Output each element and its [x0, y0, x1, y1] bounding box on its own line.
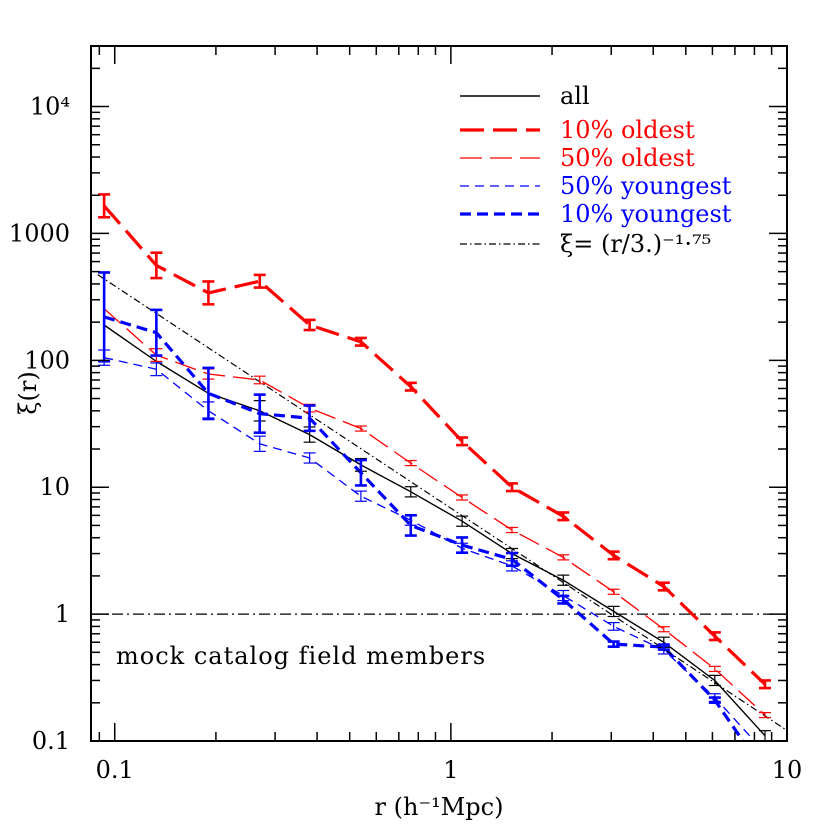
legend-label-5: ξ= (r/3.)⁻¹·⁷⁵	[560, 230, 711, 258]
annotation-text: mock catalog field members	[116, 642, 486, 670]
y-tick-label: 10⁴	[30, 93, 70, 121]
x-tick-label: 10	[772, 756, 803, 784]
series-line-2	[103, 308, 766, 716]
legend-label-4: 10% youngest	[560, 200, 732, 228]
x-tick-label: 1	[443, 756, 458, 784]
legend-label-3: 50% youngest	[560, 172, 732, 200]
x-tick-label: 0.1	[96, 756, 134, 784]
y-axis-label: ξ(r)	[14, 371, 42, 414]
y-tick-label: 1	[55, 600, 70, 628]
y-tick-label: 100	[24, 346, 70, 374]
legend-label-2: 50% oldest	[560, 144, 695, 172]
y-tick-label: 10	[39, 473, 70, 501]
plot-frame	[90, 45, 788, 742]
x-axis-label: r (h⁻¹Mpc)	[375, 793, 504, 821]
series-line-4	[103, 315, 745, 741]
series-line-1	[102, 204, 767, 686]
y-tick-label: 0.1	[32, 727, 70, 755]
y-tick-label: 1000	[9, 219, 70, 247]
legend-label-0: all	[560, 82, 590, 110]
legend-label-1: 10% oldest	[560, 116, 695, 144]
